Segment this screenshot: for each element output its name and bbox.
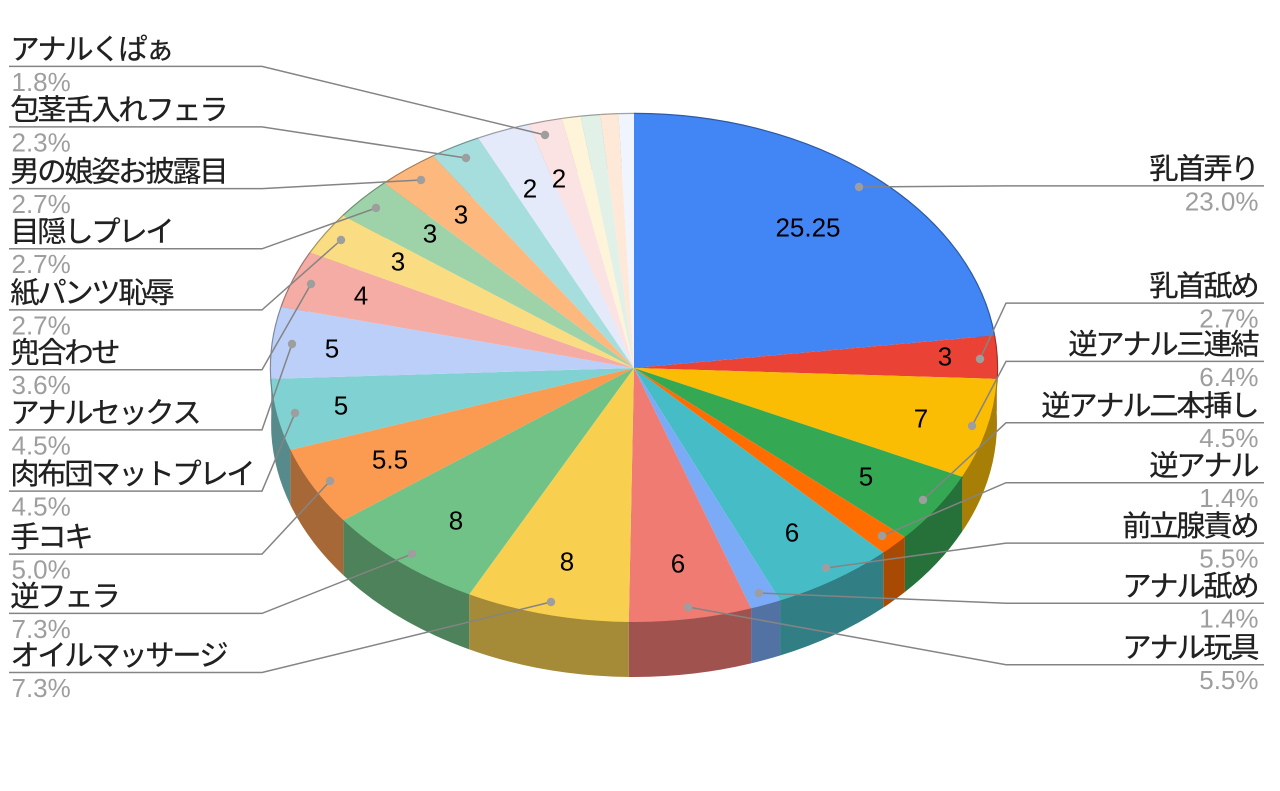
svg-text:3: 3 [423, 218, 437, 248]
svg-text:4.5%: 4.5% [1199, 423, 1258, 453]
svg-text:3.6%: 3.6% [12, 370, 71, 400]
svg-text:4.5%: 4.5% [12, 430, 71, 460]
svg-text:5: 5 [859, 461, 873, 491]
svg-text:25.25: 25.25 [775, 212, 840, 242]
svg-text:6: 6 [785, 517, 799, 547]
svg-text:3: 3 [454, 199, 468, 229]
svg-text:1.8%: 1.8% [12, 67, 71, 97]
svg-text:1.4%: 1.4% [1199, 604, 1258, 634]
svg-text:2.7%: 2.7% [12, 189, 71, 219]
svg-text:2.7%: 2.7% [12, 249, 71, 279]
svg-text:6.4%: 6.4% [1199, 362, 1258, 392]
svg-text:2: 2 [523, 173, 537, 203]
svg-text:7.3%: 7.3% [12, 614, 71, 644]
svg-text:8: 8 [449, 505, 463, 535]
svg-text:23.0%: 23.0% [1185, 186, 1259, 216]
svg-text:8: 8 [560, 546, 574, 576]
svg-text:3: 3 [391, 246, 405, 276]
svg-text:2.3%: 2.3% [12, 127, 71, 157]
svg-text:5.5%: 5.5% [1199, 665, 1258, 695]
svg-text:5.5: 5.5 [372, 444, 408, 474]
svg-text:4: 4 [354, 280, 368, 310]
svg-text:5.5%: 5.5% [1199, 544, 1258, 574]
svg-text:4.5%: 4.5% [12, 492, 71, 522]
svg-text:3: 3 [938, 341, 952, 371]
svg-text:2: 2 [552, 163, 566, 193]
svg-text:5: 5 [325, 333, 339, 363]
svg-text:7: 7 [914, 403, 928, 433]
svg-text:5: 5 [334, 390, 348, 420]
svg-text:6: 6 [671, 548, 685, 578]
svg-text:7.3%: 7.3% [12, 673, 71, 703]
svg-text:1.4%: 1.4% [1199, 483, 1258, 513]
svg-text:2.7%: 2.7% [12, 310, 71, 340]
svg-text:2.7%: 2.7% [1199, 304, 1258, 334]
svg-text:5.0%: 5.0% [12, 555, 71, 585]
